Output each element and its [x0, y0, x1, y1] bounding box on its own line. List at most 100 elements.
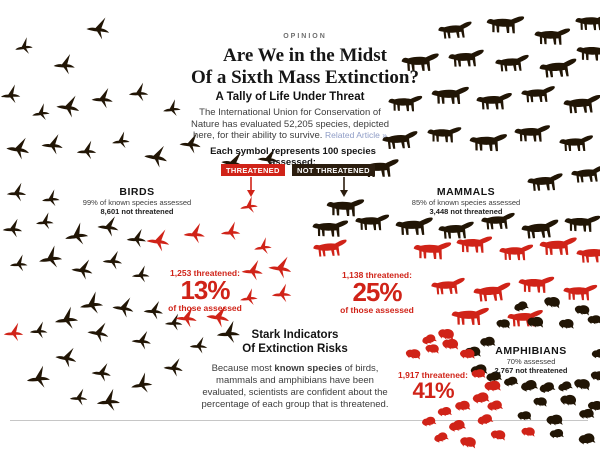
bird-icon: [8, 253, 31, 273]
frog-icon: [548, 426, 564, 439]
frog-icon: [519, 422, 537, 437]
mammal-icon: [393, 215, 435, 237]
page-title: Are We in the Midst Of a Sixth Mass Exti…: [190, 45, 420, 88]
bird-icon: [90, 86, 118, 110]
mammals-assessed: 85% of known species assessed: [411, 198, 521, 207]
frog-icon: [585, 311, 600, 325]
mammals-label: MAMMALS 85% of known species assessed 3,…: [386, 186, 546, 217]
frog-icon: [488, 424, 508, 441]
bird-icon: [144, 226, 176, 254]
bird-icon: [110, 129, 134, 150]
bird-icon: [54, 92, 86, 120]
frog-icon: [577, 405, 595, 419]
amphibians-assessed: 70% assessed: [506, 357, 556, 366]
frog-icon: [536, 377, 556, 394]
bird-icon: [75, 139, 100, 161]
mammal-icon: [512, 122, 552, 144]
mammal-icon: [561, 211, 600, 234]
stark-section: Stark Indicators Of Extinction Risks Bec…: [195, 329, 395, 411]
bird-icon: [69, 256, 98, 282]
birds-threatened-pct: 13%: [180, 275, 230, 305]
bird-icon: [29, 320, 52, 339]
mammal-icon: [410, 238, 453, 262]
bird-icon: [30, 101, 55, 123]
mammal-icon: [569, 163, 600, 185]
related-article-link[interactable]: Related Article »: [325, 130, 387, 140]
threatened-badge: THREATENED: [221, 164, 285, 176]
birds-not-threatened: 8,601 not threatened: [100, 207, 174, 216]
mammal-icon: [573, 12, 600, 33]
mammal-icon: [561, 281, 600, 302]
bird-icon: [52, 304, 84, 332]
frog-icon: [557, 389, 578, 407]
bird-icon: [161, 97, 185, 119]
stark-heading: Stark Indicators Of Extinction Risks: [242, 329, 348, 355]
amphibians-name: AMPHIBIANS: [495, 345, 567, 357]
mammal-icon: [474, 91, 514, 112]
bird-icon: [219, 220, 245, 242]
frog-icon: [457, 430, 479, 449]
frog-icon: [576, 429, 596, 445]
bird-icon: [101, 249, 126, 271]
mammals-stat: 1,138 threatened: 25% of those assessed: [317, 270, 437, 315]
mammal-icon: [470, 280, 513, 304]
mammal-icon: [532, 25, 573, 47]
frog-icon: [515, 407, 532, 421]
bottom-divider: [10, 420, 588, 421]
frog-icon: [531, 392, 549, 407]
bird-icon: [53, 344, 83, 371]
mammals-threatened-pct: 25%: [352, 277, 402, 307]
frog-icon: [431, 428, 450, 444]
bird-icon: [90, 361, 116, 384]
frog-icon: [544, 410, 564, 426]
mammal-icon: [561, 92, 600, 116]
bird-icon: [24, 363, 56, 391]
bird-icon: [110, 294, 140, 320]
bird-icon: [95, 213, 124, 238]
amphibians-label: AMPHIBIANS 70% assessed 2,767 not threat…: [461, 345, 600, 376]
tally-heading: A Tally of Life Under Threat: [215, 91, 365, 103]
tally-body: The International Union for Conservation…: [190, 107, 390, 141]
bird-icon: [36, 243, 69, 272]
kicker-label: OPINION: [283, 33, 327, 40]
mammal-icon: [574, 243, 600, 265]
bird-icon: [84, 14, 116, 42]
mammal-icon: [483, 12, 526, 36]
bird-icon: [94, 386, 125, 413]
frog-icon: [440, 333, 461, 350]
not-threatened-badge: NOT THREATENED: [292, 164, 375, 176]
mammal-icon: [467, 130, 510, 154]
bird-icon: [237, 194, 262, 216]
frog-icon: [419, 413, 437, 428]
mammal-icon: [311, 237, 350, 259]
bird-icon: [0, 83, 25, 105]
mammal-icon: [557, 133, 595, 153]
mammal-icon: [497, 242, 535, 263]
bird-icon: [4, 134, 36, 162]
mammals-not-threatened: 3,448 not threatened: [429, 207, 503, 216]
bird-icon: [130, 329, 156, 351]
stark-body: Because most known species of birds, mam…: [201, 363, 389, 410]
bird-icon: [40, 132, 68, 156]
mammal-icon: [449, 305, 491, 328]
frog-icon: [557, 314, 576, 329]
bird-icon: [2, 321, 27, 343]
bird-icon: [69, 388, 91, 407]
amphibians-not-threatened: 2,767 not threatened: [494, 366, 568, 375]
bird-icon: [52, 52, 79, 75]
bird-icon: [12, 35, 37, 57]
frog-icon: [525, 311, 546, 328]
bird-icon: [127, 81, 152, 103]
frog-icon: [403, 343, 423, 360]
birds-stat: 1,253 threatened: 13% of those assessed: [145, 268, 265, 313]
birds-name: BIRDS: [119, 186, 155, 198]
mammal-icon: [454, 233, 495, 255]
amphibians-threatened-pct: 41%: [412, 378, 454, 403]
bird-icon: [6, 181, 31, 202]
birds-label: BIRDS 99% of known species assessed 8,60…: [57, 186, 217, 217]
birds-assessed: 99% of known species assessed: [82, 198, 192, 207]
bird-icon: [162, 355, 188, 378]
bird-icon: [2, 218, 26, 239]
bird-icon: [142, 142, 175, 171]
